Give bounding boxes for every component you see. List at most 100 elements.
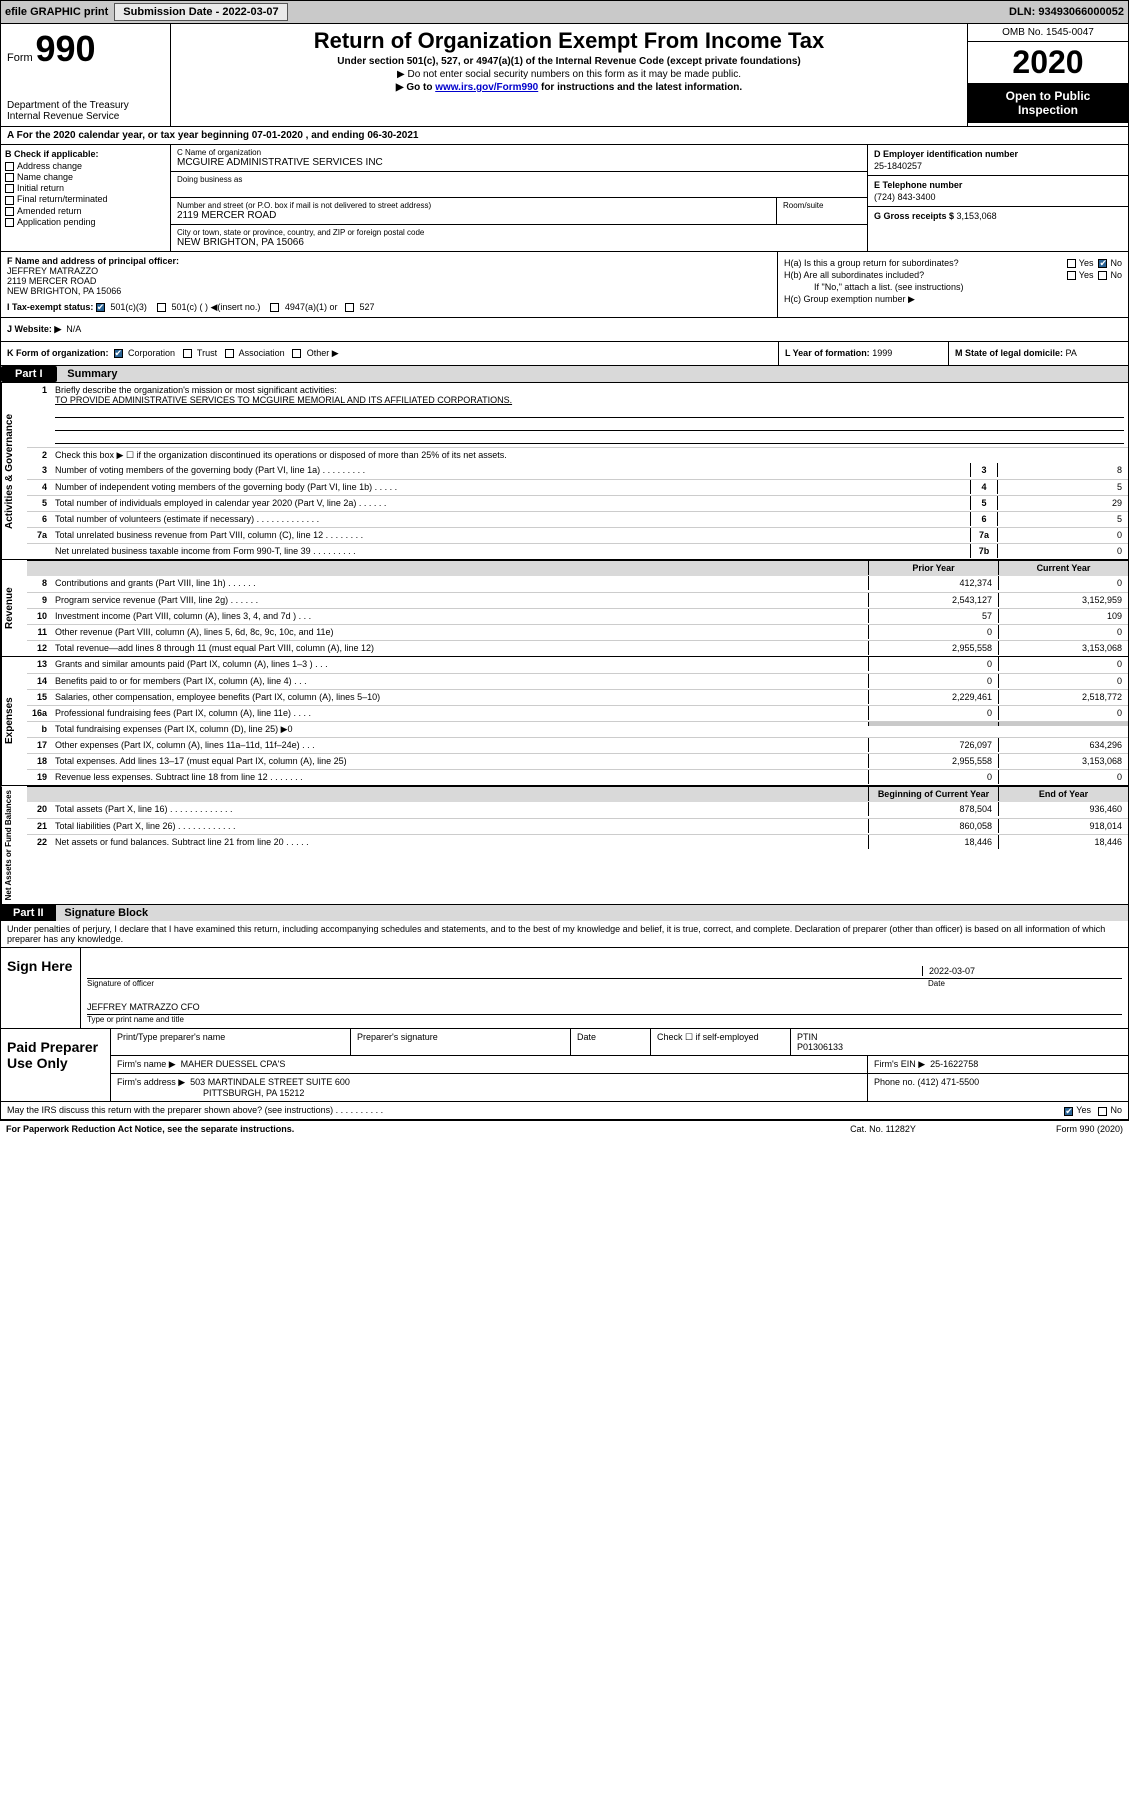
city-cell: City or town, state or province, country… [171, 225, 867, 251]
cb-4947[interactable] [270, 303, 279, 312]
cb-other[interactable] [292, 349, 301, 358]
signature-line[interactable]: 2022-03-07 [87, 964, 1122, 979]
blank-line [55, 406, 1124, 418]
firm-phone: (412) 471-5500 [918, 1077, 980, 1087]
cb-address-change[interactable]: Address change [5, 161, 166, 171]
cb-501c[interactable] [157, 303, 166, 312]
financial-row: 21 Total liabilities (Part X, line 26) .… [27, 818, 1128, 834]
activities-governance-section: Activities & Governance 1 Briefly descri… [0, 383, 1129, 560]
website-row: J Website: ▶ N/A [0, 318, 1129, 342]
ha-no[interactable] [1098, 259, 1107, 268]
ssn-warning: ▶ Do not enter social security numbers o… [177, 69, 961, 80]
vlabel-governance: Activities & Governance [1, 383, 27, 559]
hc-question: H(c) Group exemption number ▶ [784, 294, 1122, 305]
gross-receipts-value: 3,153,068 [957, 211, 997, 221]
part2-label: Part II [1, 905, 56, 921]
vlabel-expenses: Expenses [1, 657, 27, 785]
hb-yes[interactable] [1067, 271, 1076, 280]
officer-group-block: F Name and address of principal officer:… [0, 252, 1129, 318]
part2-title: Signature Block [58, 905, 154, 921]
financial-row: 17 Other expenses (Part IX, column (A), … [27, 737, 1128, 753]
beginning-year-header: Beginning of Current Year [868, 787, 998, 801]
officer-type-name: JEFFREY MATRAZZO CFO [87, 1002, 1122, 1012]
form-version: Form 990 (2020) [973, 1124, 1123, 1134]
ha-question: H(a) Is this a group return for subordin… [784, 258, 1122, 268]
year-cell: OMB No. 1545-0047 2020 Open to Public In… [968, 24, 1128, 126]
preparer-header-row: Print/Type preparer's name Preparer's si… [111, 1029, 1128, 1056]
form-title: Return of Organization Exempt From Incom… [177, 28, 961, 54]
cb-application-pending[interactable]: Application pending [5, 217, 166, 227]
ptin-value: P01306133 [797, 1042, 843, 1052]
street-address-cell: Number and street (or P.O. box if mail i… [171, 198, 777, 224]
paperwork-notice: For Paperwork Reduction Act Notice, see … [6, 1124, 793, 1134]
net-header-row: Beginning of Current Year End of Year [27, 786, 1128, 802]
summary-row: 5 Total number of individuals employed i… [27, 495, 1128, 511]
hb-no[interactable] [1098, 271, 1107, 280]
line-1: 1 Briefly describe the organization's mi… [27, 383, 1128, 447]
summary-row: 7a Total unrelated business revenue from… [27, 527, 1128, 543]
org-info-block: B Check if applicable: Address change Na… [0, 145, 1129, 252]
current-year-header: Current Year [998, 561, 1128, 575]
cb-amended-return[interactable]: Amended return [5, 206, 166, 216]
paid-preparer-row: Paid Preparer Use Only Print/Type prepar… [1, 1028, 1128, 1101]
ha-yes[interactable] [1067, 259, 1076, 268]
tax-year: 2020 [968, 42, 1128, 83]
line-2: 2 Check this box ▶ ☐ if the organization… [27, 447, 1128, 463]
state-domicile-cell: M State of legal domicile: PA [948, 342, 1128, 365]
form-header: Form 990 Department of the Treasury Inte… [0, 24, 1129, 127]
submission-date-button[interactable]: Submission Date - 2022-03-07 [114, 3, 287, 21]
hb-note: If "No," attach a list. (see instruction… [784, 282, 1122, 292]
officer-addr2: NEW BRIGHTON, PA 15066 [7, 286, 771, 296]
firm-ein: 25-1622758 [930, 1059, 978, 1069]
paid-preparer-label: Paid Preparer Use Only [1, 1029, 111, 1101]
page-footer: For Paperwork Reduction Act Notice, see … [0, 1120, 1129, 1137]
cb-final-return[interactable]: Final return/terminated [5, 194, 166, 204]
financial-row: 9 Program service revenue (Part VIII, li… [27, 592, 1128, 608]
form-title-cell: Return of Organization Exempt From Incom… [171, 24, 968, 126]
discuss-yes[interactable] [1064, 1107, 1073, 1116]
org-name: MCGUIRE ADMINISTRATIVE SERVICES INC [177, 157, 861, 168]
dba-cell: Doing business as [171, 172, 867, 198]
cb-corporation[interactable] [114, 349, 123, 358]
officer-name: JEFFREY MATRAZZO [7, 266, 771, 276]
discuss-no[interactable] [1098, 1107, 1107, 1116]
checkbox-column: B Check if applicable: Address change Na… [1, 145, 171, 251]
revenue-section: Revenue Prior Year Current Year 8 Contri… [0, 560, 1129, 657]
financial-row: 8 Contributions and grants (Part VIII, l… [27, 576, 1128, 592]
financial-row: 13 Grants and similar amounts paid (Part… [27, 657, 1128, 673]
part1-title: Summary [59, 366, 125, 382]
firm-address-row: Firm's address ▶ 503 MARTINDALE STREET S… [111, 1074, 1128, 1101]
org-name-cell: C Name of organization MCGUIRE ADMINISTR… [171, 145, 867, 172]
gross-receipts-cell: G Gross receipts $ 3,153,068 [868, 207, 1128, 225]
cb-527[interactable] [345, 303, 354, 312]
revenue-header-row: Prior Year Current Year [27, 560, 1128, 576]
vlabel-net-assets: Net Assets or Fund Balances [1, 786, 27, 904]
dept-irs: Internal Revenue Service [7, 111, 164, 122]
cb-501c3[interactable] [96, 303, 105, 312]
top-bar: efile GRAPHIC print Submission Date - 20… [0, 0, 1129, 24]
form-number-cell: Form 990 Department of the Treasury Inte… [1, 24, 171, 126]
officer-addr1: 2119 MERCER ROAD [7, 276, 771, 286]
firm-addr2: PITTSBURGH, PA 15212 [117, 1088, 304, 1098]
financial-row: 22 Net assets or fund balances. Subtract… [27, 834, 1128, 850]
year-formation-cell: L Year of formation: 1999 [778, 342, 948, 365]
financial-row: 16a Professional fundraising fees (Part … [27, 705, 1128, 721]
catalog-number: Cat. No. 11282Y [793, 1124, 973, 1134]
cb-initial-return[interactable]: Initial return [5, 183, 166, 193]
tax-year-row: A For the 2020 calendar year, or tax yea… [0, 127, 1129, 145]
city-state-zip: NEW BRIGHTON, PA 15066 [177, 237, 861, 248]
cb-name-change[interactable]: Name change [5, 172, 166, 182]
mission-text: TO PROVIDE ADMINISTRATIVE SERVICES TO MC… [55, 395, 1124, 405]
firm-name-row: Firm's name ▶ MAHER DUESSEL CPA'S Firm's… [111, 1056, 1128, 1074]
cb-trust[interactable] [183, 349, 192, 358]
phone-cell: E Telephone number (724) 843-3400 [868, 176, 1128, 207]
prior-year-header: Prior Year [868, 561, 998, 575]
instructions-link[interactable]: www.irs.gov/Form990 [435, 82, 538, 93]
financial-row: 14 Benefits paid to or for members (Part… [27, 673, 1128, 689]
summary-row: 6 Total number of volunteers (estimate i… [27, 511, 1128, 527]
sign-here-row: Sign Here 2022-03-07 Signature of office… [1, 947, 1128, 1028]
summary-row: 3 Number of voting members of the govern… [27, 463, 1128, 479]
cb-association[interactable] [225, 349, 234, 358]
financial-row: 18 Total expenses. Add lines 13–17 (must… [27, 753, 1128, 769]
phone-value: (724) 843-3400 [874, 192, 1122, 202]
